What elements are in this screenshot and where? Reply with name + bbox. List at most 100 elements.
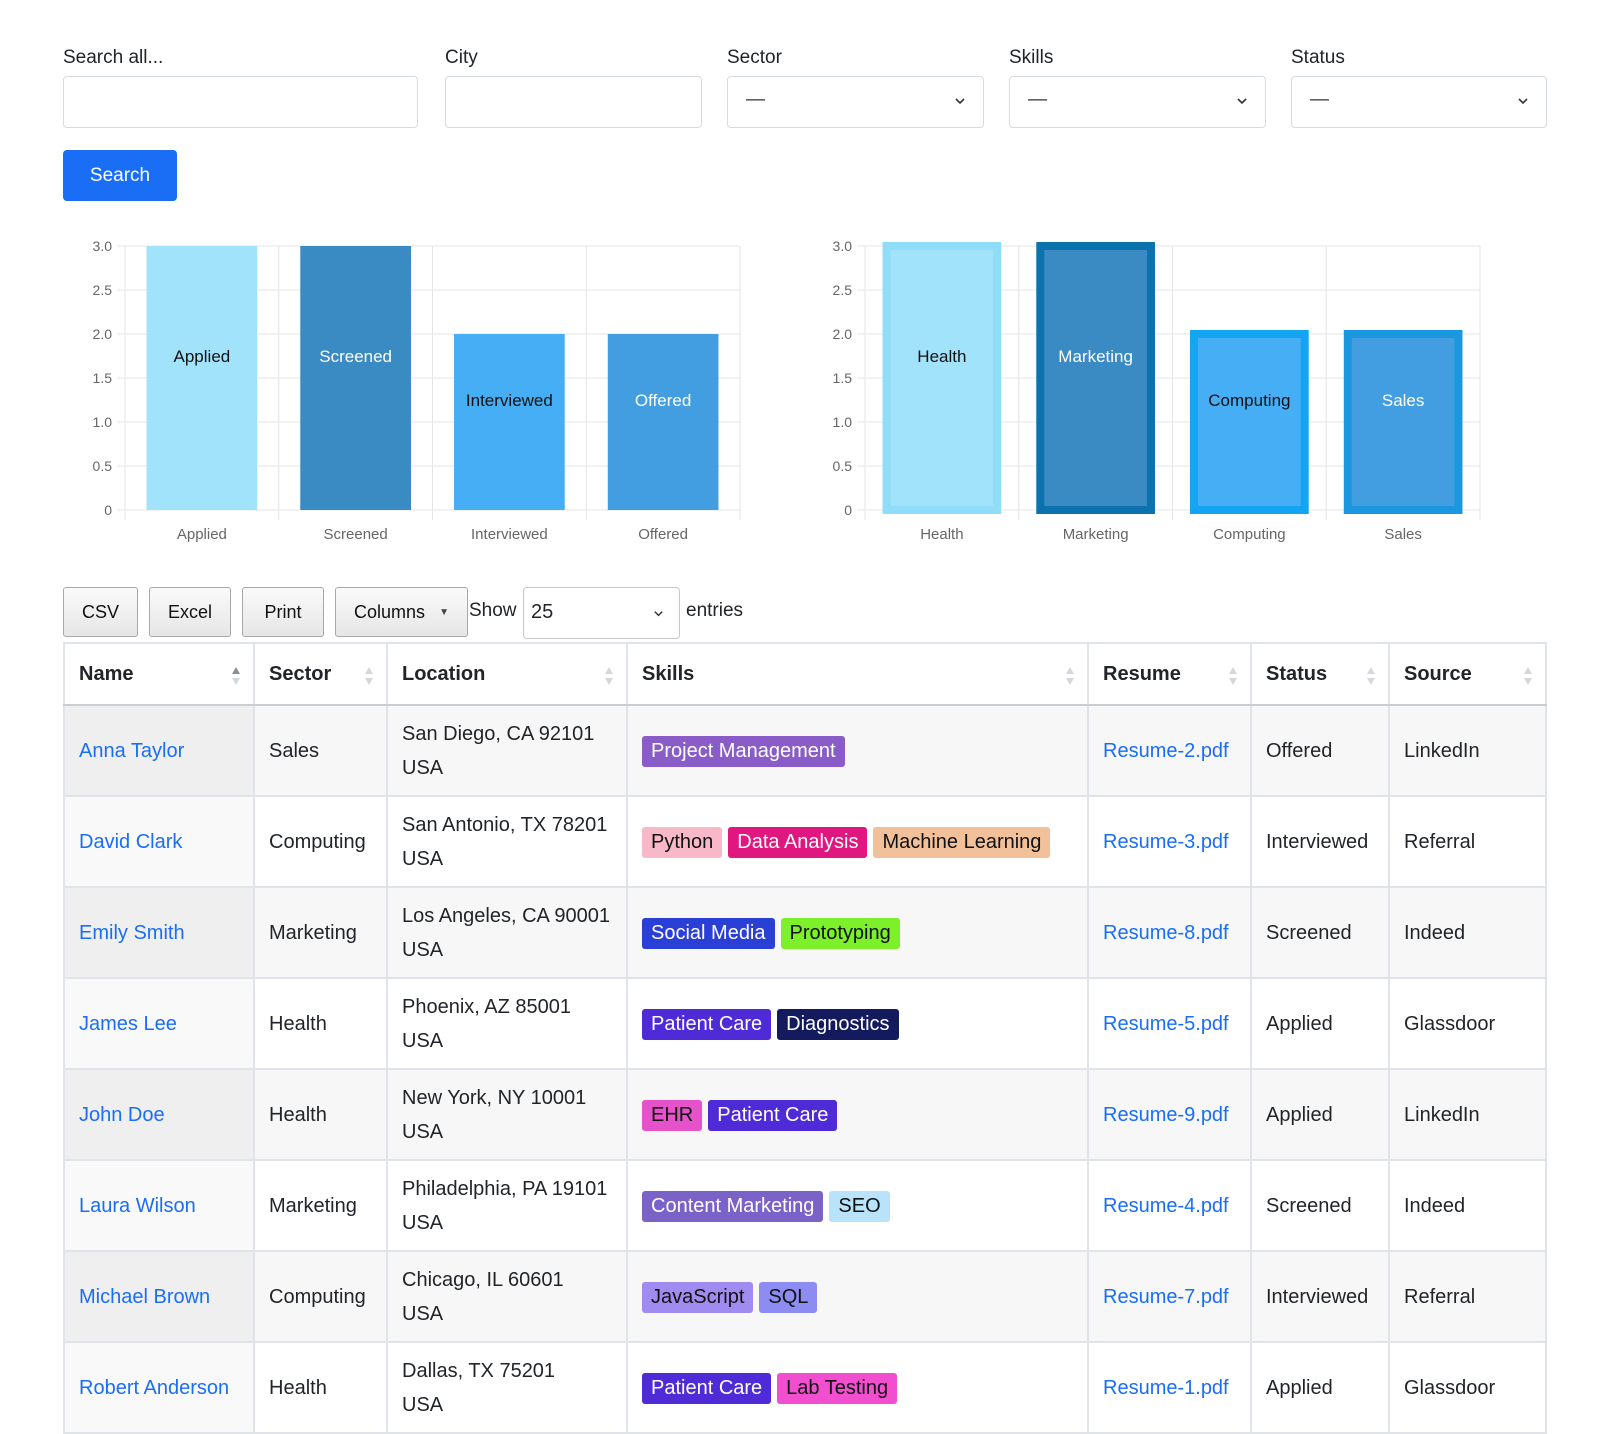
bar-label: Computing (1208, 391, 1290, 410)
sector-select[interactable]: — (727, 76, 984, 128)
resume-cell: Resume-7.pdf (1087, 1250, 1252, 1343)
y-tick-label: 1.0 (93, 414, 113, 430)
filter-bar: Search all... City Sector — Skills — Sta… (63, 46, 1547, 128)
location-cell: Chicago, IL 60601 USA (386, 1250, 628, 1343)
location-cell: Los Angeles, CA 90001 USA (386, 886, 628, 979)
resume-link[interactable]: Resume-2.pdf (1103, 739, 1229, 762)
sector-cell: Marketing (253, 1159, 388, 1252)
skill-tag: Lab Testing (777, 1372, 898, 1404)
column-header-resume[interactable]: Resume (1087, 642, 1252, 706)
resume-link[interactable]: Resume-1.pdf (1103, 1376, 1229, 1399)
location-line-country: USA (402, 1302, 444, 1325)
location-cell: Philadelphia, PA 19101 USA (386, 1159, 628, 1252)
skill-tag: Data Analysis (728, 826, 868, 858)
location-line-country: USA (402, 1029, 444, 1052)
skills-label: Skills (1009, 47, 1054, 68)
candidate-name-link[interactable]: David Clark (79, 830, 183, 853)
status-select[interactable]: — (1291, 76, 1547, 128)
chevron-down-icon (1237, 98, 1247, 105)
sort-icon (1524, 667, 1532, 685)
column-header-source[interactable]: Source (1388, 642, 1547, 706)
sector-text: Computing (269, 1285, 366, 1308)
resume-link[interactable]: Resume-5.pdf (1103, 1012, 1229, 1035)
y-tick-label: 2.0 (833, 326, 853, 342)
sector-cell: Computing (253, 795, 388, 888)
table-toolbar: CSV Excel Print Columns ▼ Show 25 entrie… (63, 587, 863, 639)
skills-cell: Project Management (626, 704, 1089, 797)
sort-icon (1367, 667, 1375, 685)
column-header-status[interactable]: Status (1250, 642, 1390, 706)
candidate-name-link[interactable]: Laura Wilson (79, 1194, 196, 1217)
source-cell: Indeed (1388, 1159, 1547, 1252)
skill-tag: Machine Learning (873, 826, 1051, 858)
location-cell: Phoenix, AZ 85001 USA (386, 977, 628, 1070)
candidate-name-link[interactable]: Emily Smith (79, 921, 185, 944)
resume-cell: Resume-1.pdf (1087, 1341, 1252, 1434)
caret-down-icon: ▼ (439, 606, 449, 618)
status-cell: Applied (1250, 1341, 1390, 1434)
location-cell: Dallas, TX 75201 USA (386, 1341, 628, 1434)
source-cell: Referral (1388, 795, 1547, 888)
column-header-skills[interactable]: Skills (626, 642, 1089, 706)
skills-group: Skills — (1009, 46, 1266, 128)
city-group: City (445, 46, 702, 128)
skill-tag: Patient Care (642, 1008, 772, 1040)
status-text: Screened (1266, 921, 1352, 944)
y-tick-label: 3.0 (93, 238, 113, 254)
status-cell: Screened (1250, 1159, 1390, 1252)
search-button[interactable]: Search (63, 150, 177, 201)
name-cell: David Clark (63, 795, 255, 888)
candidate-name-link[interactable]: Michael Brown (79, 1285, 211, 1308)
skills-select[interactable]: — (1009, 76, 1266, 128)
source-text: Referral (1404, 1285, 1476, 1308)
sector-cell: Health (253, 1068, 388, 1161)
search-all-input[interactable] (63, 76, 418, 128)
column-header-sector[interactable]: Sector (253, 642, 388, 706)
location-line-address: Chicago, IL 60601 (402, 1268, 564, 1291)
resume-link[interactable]: Resume-9.pdf (1103, 1103, 1229, 1126)
bar-label: Interviewed (466, 391, 553, 410)
sector-text: Marketing (269, 921, 357, 944)
resume-link[interactable]: Resume-8.pdf (1103, 921, 1229, 944)
resume-link[interactable]: Resume-4.pdf (1103, 1194, 1229, 1217)
column-header-name[interactable]: Name (63, 642, 255, 706)
skill-tag: Patient Care (708, 1099, 838, 1131)
x-tick-label: Applied (177, 526, 227, 543)
sector-text: Health (269, 1103, 327, 1126)
column-header-label: Sector (269, 662, 332, 685)
source-text: LinkedIn (1404, 739, 1480, 762)
columns-button[interactable]: Columns ▼ (335, 587, 468, 637)
location-line-country: USA (402, 938, 444, 961)
name-cell: Emily Smith (63, 886, 255, 979)
excel-button[interactable]: Excel (149, 587, 231, 637)
chevron-down-icon (955, 98, 965, 105)
bar (607, 334, 719, 510)
location-line-address: Dallas, TX 75201 (402, 1359, 556, 1382)
page-length-select[interactable]: 25 (523, 587, 680, 639)
resume-link[interactable]: Resume-3.pdf (1103, 830, 1229, 853)
bar (146, 246, 258, 510)
sort-icon (1066, 667, 1074, 685)
source-text: Indeed (1404, 921, 1466, 944)
name-cell: Laura Wilson (63, 1159, 255, 1252)
status-cell: Interviewed (1250, 1250, 1390, 1343)
status-text: Applied (1266, 1376, 1333, 1399)
location-line-country: USA (402, 1211, 444, 1234)
skill-tag: Prototyping (780, 917, 900, 949)
bar-label: Screened (319, 347, 392, 366)
candidate-name-link[interactable]: James Lee (79, 1012, 177, 1035)
table-body: Anna Taylor Sales San Diego, CA 92101 USA Pr… (63, 704, 1547, 1434)
x-tick-label: Computing (1213, 526, 1286, 543)
city-input[interactable] (445, 76, 702, 128)
chevron-down-icon (654, 611, 663, 617)
column-header-location[interactable]: Location (386, 642, 628, 706)
resume-link[interactable]: Resume-7.pdf (1103, 1285, 1229, 1308)
source-cell: LinkedIn (1388, 1068, 1547, 1161)
print-button[interactable]: Print (242, 587, 324, 637)
table-header-row: Name Sector Location Skills Resume Status Sour… (63, 642, 1547, 706)
csv-button[interactable]: CSV (63, 587, 138, 637)
source-text: Glassdoor (1404, 1012, 1496, 1035)
candidate-name-link[interactable]: Robert Anderson (79, 1376, 230, 1399)
candidate-name-link[interactable]: Anna Taylor (79, 739, 185, 762)
candidate-name-link[interactable]: John Doe (79, 1103, 165, 1126)
